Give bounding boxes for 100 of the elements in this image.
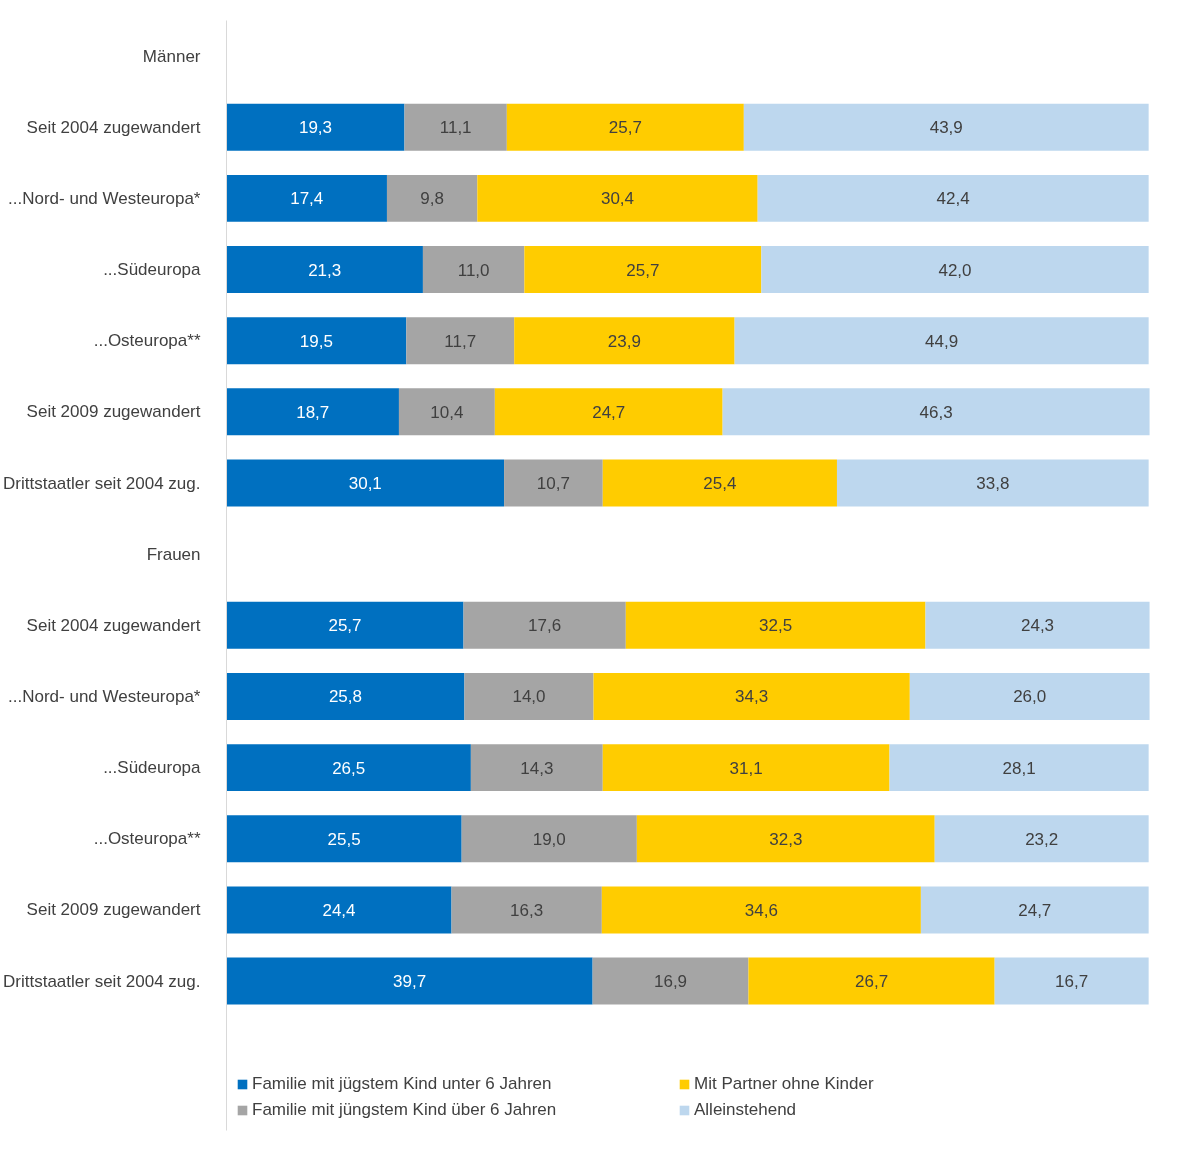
data-label: 11,7 [444, 331, 477, 351]
data-label: 32,3 [769, 829, 803, 849]
y-tick-label: Seit 2009 zugewandert [26, 402, 201, 422]
bar [226, 957, 593, 1005]
bar [636, 815, 935, 863]
bar [889, 744, 1149, 792]
legend-label: Familie mit jügstem Kind unter 6 Jahren [252, 1074, 553, 1094]
bar [602, 459, 837, 507]
data-label: 34,6 [744, 900, 778, 920]
y-tick-label: ...Osteuropa** [93, 829, 201, 849]
bar [226, 601, 464, 649]
bar [994, 957, 1149, 1005]
y-tick-label: Frauen [146, 544, 201, 564]
bar [470, 744, 603, 792]
data-label: 28,1 [1002, 758, 1036, 778]
y-tick-label: Seit 2004 zugewandert [26, 615, 201, 635]
data-label: 16,7 [1055, 972, 1089, 992]
data-label: 14,3 [520, 758, 554, 778]
y-tick-label: Männer [142, 46, 201, 66]
bar [514, 317, 735, 365]
y-tick-label: ...Südeuropa [103, 260, 202, 280]
legend-label: Mit Partner ohne Kinder [694, 1074, 875, 1094]
bar [934, 815, 1149, 863]
data-label: 19,3 [298, 118, 333, 138]
bar [477, 174, 758, 222]
bar [226, 103, 405, 151]
bar [593, 672, 910, 720]
bar [226, 459, 505, 507]
data-label: 24,7 [1018, 900, 1052, 920]
bar [451, 886, 602, 934]
bar [461, 815, 637, 863]
data-label: 19,0 [532, 829, 566, 849]
data-label: 32,5 [759, 616, 793, 636]
bar [836, 459, 1149, 507]
data-label: 42,4 [936, 189, 970, 209]
data-label: 25,5 [327, 829, 361, 849]
data-label: 14,0 [512, 687, 546, 707]
legend-label: Alleinstehend [694, 1100, 798, 1120]
data-label: 39,7 [393, 972, 427, 992]
data-label: 26,5 [332, 758, 366, 778]
data-label: 24,4 [322, 900, 356, 920]
bar [601, 886, 921, 934]
bar [226, 317, 407, 365]
bar [761, 246, 1149, 294]
data-label: 33,8 [976, 474, 1010, 493]
bar [464, 672, 594, 720]
data-label: 43,9 [929, 118, 963, 138]
data-label: 44,9 [925, 331, 959, 351]
y-tick-label: Seit 2004 zugewandert [26, 117, 201, 137]
data-label: 16,3 [510, 900, 544, 920]
bar [494, 388, 723, 436]
bar [422, 246, 525, 294]
bar [226, 815, 462, 863]
data-label: 25,7 [608, 118, 642, 138]
data-label: 23,9 [607, 331, 641, 351]
data-label: 24,3 [1020, 616, 1055, 636]
bar [226, 744, 471, 792]
data-label: 30,1 [348, 474, 382, 493]
data-label: 16,9 [653, 972, 688, 992]
y-tick-label: Seit 2009 zugewandert [26, 900, 201, 920]
bar [920, 886, 1149, 934]
bar [404, 103, 507, 151]
bar [909, 672, 1150, 720]
data-label: 9,8 [420, 189, 444, 209]
data-label: 19,5 [299, 331, 333, 351]
data-label: 21,3 [308, 260, 342, 280]
bar [226, 886, 452, 934]
y-tick-label: ...Südeuropa [103, 758, 202, 778]
data-label: 31,1 [729, 758, 763, 778]
data-label: 25,7 [328, 616, 362, 636]
data-label: 34,3 [735, 687, 769, 707]
bar [506, 103, 744, 151]
bar [226, 246, 423, 294]
data-label: 46,3 [919, 402, 953, 422]
bar [602, 744, 890, 792]
data-label: 24,7 [592, 402, 626, 422]
data-label: 17,6 [528, 616, 562, 636]
y-tick-label: ...Nord- und Westeuropa* [8, 188, 201, 208]
bar [406, 317, 515, 365]
bar [226, 388, 399, 436]
bar [504, 459, 603, 507]
bar [398, 388, 495, 436]
bar [524, 246, 762, 294]
y-tick-label: ...Osteuropa** [93, 331, 201, 351]
y-tick-label: Drittstaatler seit 2004 zug. [3, 971, 201, 991]
data-label: 26,0 [1013, 687, 1047, 707]
bar [757, 174, 1149, 222]
bar [748, 957, 995, 1005]
data-label: 10,4 [430, 402, 464, 422]
data-label: 25,7 [626, 260, 660, 280]
data-label: 25,4 [703, 474, 737, 493]
bar [925, 601, 1150, 649]
bar [625, 601, 926, 649]
data-label: 11,1 [439, 118, 472, 138]
bar [592, 957, 749, 1005]
data-label: 23,2 [1025, 829, 1059, 849]
bar [734, 317, 1149, 365]
data-label: 42,0 [938, 260, 972, 280]
bar [226, 672, 465, 720]
data-label: 25,8 [328, 687, 363, 707]
